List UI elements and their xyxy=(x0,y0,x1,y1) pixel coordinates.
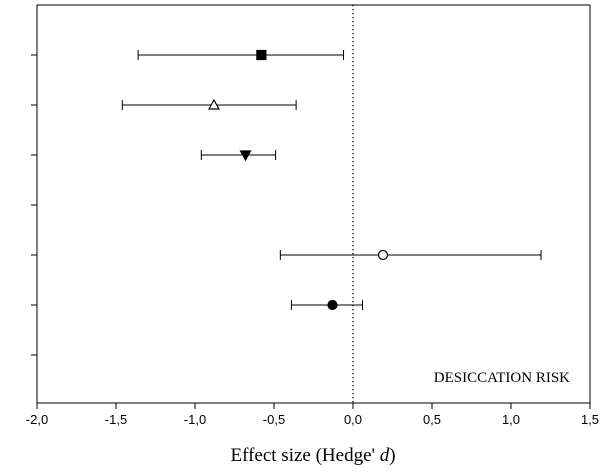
x-axis-title-close: ) xyxy=(389,445,395,466)
data-point-circle xyxy=(327,299,338,311)
data-point-square xyxy=(256,49,267,61)
x-tick-label: -0,5 xyxy=(263,412,285,427)
x-axis-title-main: Effect size (Hedge' xyxy=(230,445,379,466)
x-tick-label: -1,0 xyxy=(184,412,206,427)
x-tick-label: -1,5 xyxy=(105,412,127,427)
y-ticks xyxy=(31,54,37,356)
x-tick-label: 1,5 xyxy=(581,412,599,427)
data-point-triangle-down xyxy=(239,150,252,162)
data-points xyxy=(121,49,542,311)
x-tick-label: 1,0 xyxy=(502,412,520,427)
x-ticks xyxy=(36,403,591,409)
x-tick-labels: -2,0 -1,5 -1,0 -0,5 0,0 0,5 1,0 1,5 xyxy=(26,412,599,427)
x-tick-label: 0,0 xyxy=(344,412,362,427)
x-axis-title-var: d xyxy=(380,445,390,466)
data-point-triangle-up xyxy=(207,98,220,110)
x-tick-label: -2,0 xyxy=(26,412,48,427)
x-tick-label: 0,5 xyxy=(423,412,441,427)
data-point-circle xyxy=(377,249,389,261)
plot-frame xyxy=(36,4,591,404)
x-axis-title: Effect size (Hedge' d) xyxy=(230,445,395,466)
annotation-text: DESICCATION RISK xyxy=(434,370,570,386)
